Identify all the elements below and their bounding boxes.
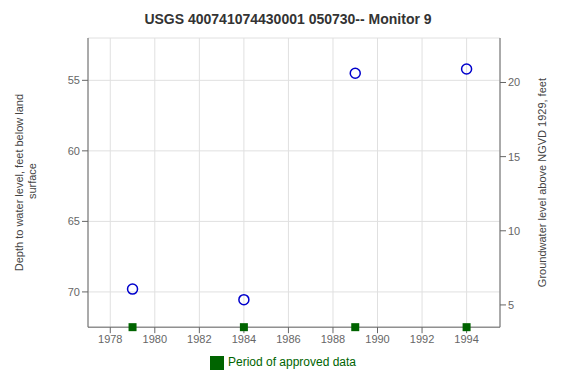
svg-text:1984: 1984 xyxy=(232,333,256,345)
svg-text:1980: 1980 xyxy=(143,333,167,345)
svg-text:1982: 1982 xyxy=(187,333,211,345)
svg-text:10: 10 xyxy=(508,225,520,237)
svg-text:5: 5 xyxy=(508,299,514,311)
svg-text:1990: 1990 xyxy=(365,333,389,345)
svg-text:1994: 1994 xyxy=(454,333,478,345)
svg-text:55: 55 xyxy=(68,74,80,86)
svg-text:15: 15 xyxy=(508,151,520,163)
svg-text:65: 65 xyxy=(68,215,80,227)
svg-text:1988: 1988 xyxy=(321,333,345,345)
svg-text:1978: 1978 xyxy=(98,333,122,345)
svg-text:20: 20 xyxy=(508,76,520,88)
html-text:Period of approved data: Period of approved data xyxy=(228,355,356,370)
svg-text:1986: 1986 xyxy=(276,333,300,345)
svg-text:60: 60 xyxy=(68,145,80,157)
svg-text:1992: 1992 xyxy=(410,333,434,345)
svg-text:Depth to water level, feet bel: Depth to water level, feet below land su… xyxy=(14,94,39,271)
svg-text:Groundwater level above NGVD 1: Groundwater level above NGVD 1929, feet xyxy=(536,78,548,287)
svg-text:70: 70 xyxy=(68,286,80,298)
html-text:USGS 400741074430001 050730--: USGS 400741074430001 050730-- Monitor 9 xyxy=(144,11,432,27)
